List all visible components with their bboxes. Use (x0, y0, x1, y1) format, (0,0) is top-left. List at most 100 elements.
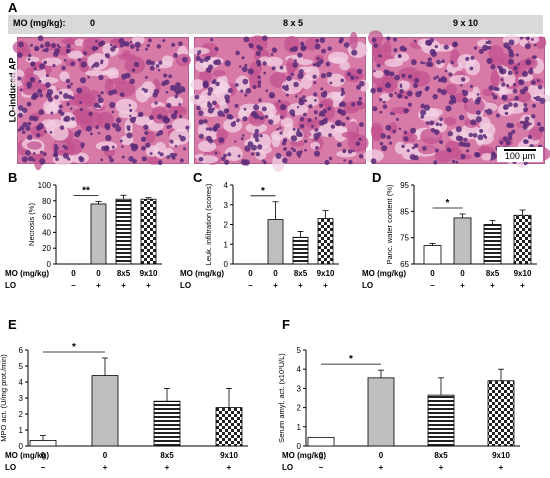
chart-c-y-tick-label: 1 (224, 240, 229, 249)
chart-d-y-tick-label: 95 (400, 181, 409, 190)
chart-f-y-tick-label: 5 (297, 346, 302, 355)
chart-c-dose-label: 0 (248, 269, 253, 278)
chart-e-bar (215, 407, 243, 447)
chart-c-bar (317, 218, 334, 265)
panel-d-letter: D (372, 170, 382, 185)
scale-bar-label: 100 µm (504, 151, 536, 161)
chart-e-y-tick-label: 3 (19, 394, 24, 403)
scale-bar: 100 µm (497, 147, 543, 162)
chart-f-row-label-lo: LO (282, 463, 293, 472)
panel-b-letter: B (8, 170, 18, 185)
dose-header-label: MO (mg/kg): (13, 18, 66, 28)
chart-e-y-tick-label: 1 (19, 426, 24, 435)
chart-e-row-label-lo: LO (5, 463, 16, 472)
chart-f-row-label-mo: MO (mg/kg) (282, 451, 326, 460)
chart-c-lo-label: – (248, 281, 253, 290)
chart-d-bar (423, 245, 442, 265)
histology-texture (363, 30, 550, 168)
chart-d-dose-label: 8x5 (486, 269, 500, 278)
chart-c-row-label-mo: MO (mg/kg) (180, 269, 224, 278)
chart-b-y-tick-label: 0 (47, 260, 52, 269)
chart-b-significance-mark: ** (82, 186, 90, 197)
chart-b-bar (115, 198, 132, 265)
chart-d-significance-mark: * (446, 198, 450, 209)
chart-c-bar (267, 219, 284, 265)
chart-b-y-tick-label: 40 (42, 228, 51, 237)
chart-c-dose-label: 8x5 (294, 269, 308, 278)
chart-c-y-tick-label: 4 (224, 181, 229, 190)
chart-b-dose-label: 0 (71, 269, 76, 278)
chart-d-dose-label: 9x10 (514, 269, 532, 278)
chart-d-row-label-mo: MO (mg/kg) (362, 269, 406, 278)
chart-b-bar (140, 198, 157, 265)
chart-f-dose-label: 0 (379, 451, 384, 460)
chart-f-bar (427, 394, 455, 447)
chart-e-dose-label: 0 (41, 451, 46, 460)
chart-e-dose-label: 9x10 (220, 451, 238, 460)
chart-d-dose-label: 0 (430, 269, 435, 278)
chart-f-significance-mark: * (349, 354, 353, 365)
chart-b-y-tick-label: 100 (38, 181, 52, 190)
chart-e-bar (153, 400, 181, 447)
chart-d-lo-label: – (430, 281, 435, 290)
chart-d-lo-label: + (490, 281, 495, 290)
chart-f-dose-label: 9x10 (492, 451, 510, 460)
chart-b-bar (90, 203, 107, 265)
chart-d-y-tick-label: 85 (400, 207, 409, 216)
chart-f-y-tick-label: 2 (297, 404, 302, 413)
chart-c-dose-label: 9x10 (317, 269, 335, 278)
chart-c-lo-label: + (323, 281, 328, 290)
chart-c-row-label-lo: LO (180, 281, 191, 290)
chart-c-y-axis-label: Leuk. infiltration (scores) (204, 183, 213, 265)
histology-image-9x10 (363, 30, 550, 168)
histology-image-control (11, 35, 192, 171)
chart-b-y-tick-label: 80 (42, 197, 51, 206)
chart-e-row-label-mo: MO (mg/kg) (5, 451, 49, 460)
chart-d-lo-label: + (460, 281, 465, 290)
chart-b-y-tick-label: 20 (42, 244, 51, 253)
chart-e-y-axis-label: MPO act. (U/mg prot./min) (0, 354, 8, 442)
chart-d-y-tick-label: 75 (400, 234, 409, 243)
chart-e-bar (29, 439, 57, 447)
chart-e-lo-label: + (165, 463, 170, 472)
chart-e-y-tick-label: 2 (19, 410, 24, 419)
chart-f-bar (307, 436, 335, 447)
chart-f-dose-label: 0 (319, 451, 324, 460)
chart-b-y-axis-label: Necrosis (%) (27, 203, 36, 246)
dose-header-bar: MO (mg/kg): 0 8 x 5 9 x 10 (8, 15, 543, 34)
chart-b-row-label-mo: MO (mg/kg) (5, 269, 49, 278)
chart-d-dose-label: 0 (460, 269, 465, 278)
chart-c-lo-label: + (273, 281, 278, 290)
panel-c-letter: C (193, 170, 203, 185)
chart-f-lo-label: + (439, 463, 444, 472)
chart-c-significance-mark: * (261, 186, 265, 197)
dose-header-0: 0 (90, 18, 96, 28)
chart-b-lo-label: – (71, 281, 76, 290)
chart-e-y-tick-label: 5 (19, 362, 24, 371)
chart-e-significance-mark: * (72, 342, 76, 353)
dose-header-9x10: 9 x 10 (453, 18, 479, 28)
chart-c-y-tick-label: 3 (224, 201, 229, 210)
chart-f-bar (487, 380, 515, 447)
chart-f-lo-label: – (319, 463, 324, 472)
chart-b-lo-label: + (96, 281, 101, 290)
chart-e-lo-label: – (41, 463, 46, 472)
chart-e-dose-label: 0 (103, 451, 108, 460)
chart-b-dose-label: 0 (96, 269, 101, 278)
chart-b-y-tick-label: 60 (42, 213, 51, 222)
histology-image-8x5 (188, 31, 369, 172)
chart-b-lo-label: + (121, 281, 126, 290)
chart-d-bar (453, 217, 472, 265)
chart-b-dose-label: 9x10 (140, 269, 158, 278)
chart-f-y-tick-label: 1 (297, 423, 302, 432)
chart-f-y-tick-label: 0 (297, 442, 302, 451)
chart-d-lo-label: + (520, 281, 525, 290)
chart-d-row-label-lo: LO (362, 281, 373, 290)
chart-e-lo-label: + (103, 463, 108, 472)
chart-b-lo-label: + (146, 281, 151, 290)
histology-texture (11, 35, 192, 171)
chart-c-bar (292, 236, 309, 265)
chart-c-y-tick-label: 2 (224, 221, 229, 230)
chart-e-dose-label: 8x5 (160, 451, 174, 460)
